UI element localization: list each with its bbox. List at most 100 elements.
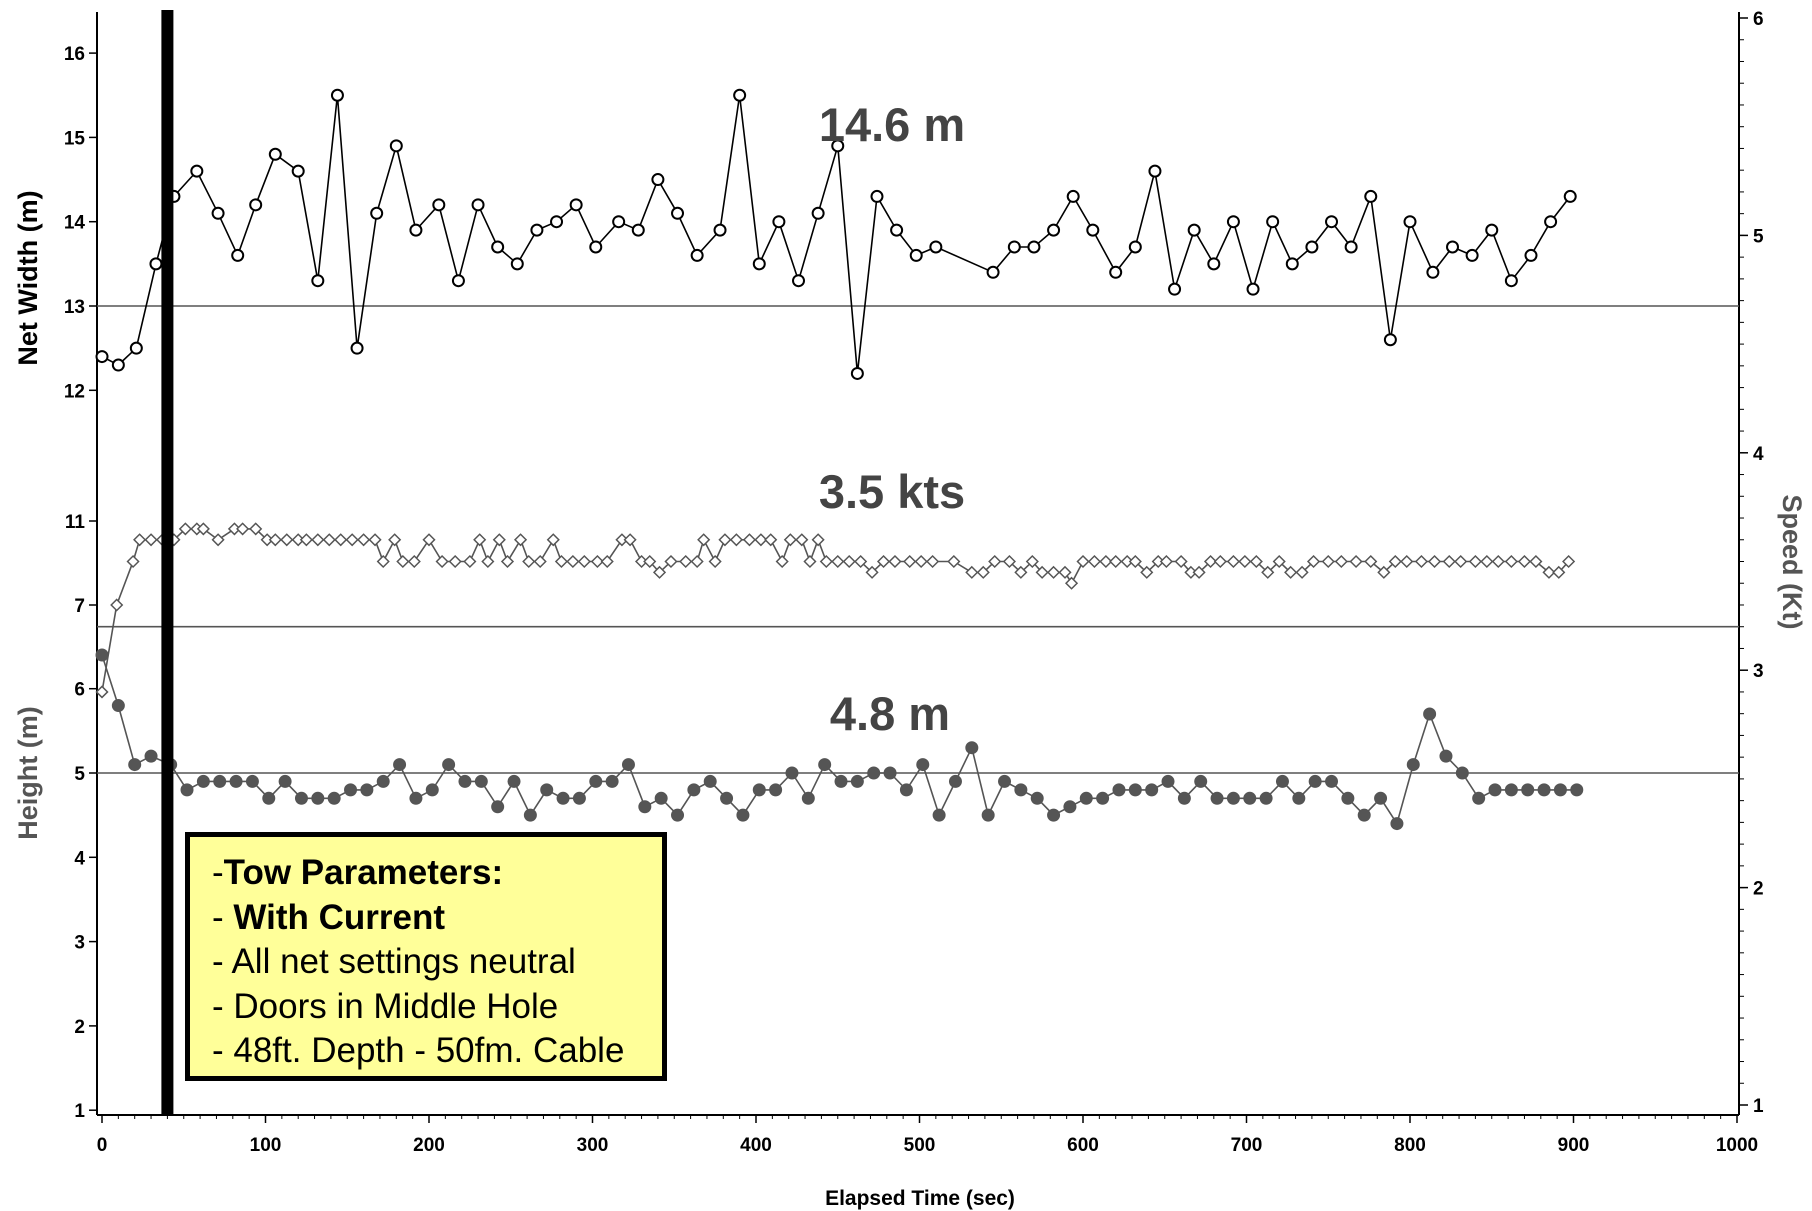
net_width-point [409,223,423,237]
speed-point [1087,554,1102,569]
speed-tick-label: 3 [1753,661,1764,682]
speed-point [1480,554,1494,569]
speed-point [110,598,124,612]
speed-point [334,533,348,547]
speed-point [1491,554,1505,569]
height-tick-label: 5 [74,764,85,785]
net_width-point [432,198,446,212]
height-point [1030,791,1044,805]
net_width-point [1544,215,1558,229]
net_width-point [451,274,465,288]
vertical-marker-bar [161,10,174,1115]
height-point [1553,783,1567,797]
x-tick-label: 700 [1231,1135,1263,1156]
speed-point [1064,576,1079,590]
speed-point [1174,554,1188,569]
x-tick-label: 600 [1067,1135,1099,1156]
net_width-point [1086,223,1100,237]
net_width-point [831,139,845,153]
net-width-tick-label: 12 [64,381,85,402]
net_width-point [690,248,704,262]
speed-point [819,554,833,569]
height-point [1439,749,1453,763]
speed-point [1529,554,1543,569]
net_width-point [1285,257,1299,271]
height-point [801,791,815,805]
net_width-point [231,248,245,262]
speed-point [211,533,225,547]
net_width-point [211,206,225,220]
info-line-1: -Tow Parameters: [212,851,662,896]
height-point [1047,808,1061,822]
net_width-point [1168,282,1182,296]
x-tick-label: 0 [97,1135,108,1156]
net-width-tick-label: 14 [64,213,86,234]
height-point [785,766,799,780]
net_width-point [1403,215,1417,229]
height-point [998,774,1012,788]
speed-point [1414,554,1429,569]
height-point [245,774,259,788]
speed-point [1249,554,1263,569]
height-point [572,791,586,805]
info-line-2-prefix: - [212,897,234,937]
speed-point [1058,565,1072,579]
speed-point [133,533,147,547]
height-point [128,758,142,772]
speed-point [1128,554,1142,569]
speed-point [1203,554,1218,569]
net_width-point [1246,282,1260,296]
speed-tick-label: 1 [1753,1096,1764,1117]
height-point [360,783,374,797]
speed-point [1213,554,1227,569]
net_width-point [1305,240,1319,254]
net_width-point [890,223,904,237]
speed-point [914,554,928,569]
net-width-tick-label: 16 [64,44,85,65]
speed-point [1504,554,1518,569]
height-point [229,774,243,788]
net_width-point [149,257,163,271]
net_width-point [772,215,786,229]
net_width-point [1207,257,1221,271]
height-point [278,774,292,788]
speed-point [533,554,547,569]
speed-point [473,533,487,547]
speed-point [1047,565,1061,579]
speed-point [1238,554,1252,569]
speed-point [590,554,604,569]
net_width-point [752,257,766,271]
height-point [1210,791,1224,805]
info-line-2-bold: With Current [233,897,445,937]
height-point [294,791,308,805]
height-point [1406,758,1420,772]
speed-point [448,554,462,569]
speed-tick-label: 4 [1753,444,1764,465]
speed-tick-label: 2 [1753,879,1764,900]
speed-point [764,533,778,547]
speed-point [376,554,390,569]
speed-point [1272,554,1286,569]
speed-point [1349,554,1363,569]
height-point [687,783,701,797]
height-point [1194,774,1208,788]
speed-point [311,533,325,547]
speed-point [947,554,961,569]
speed-point [1014,565,1028,579]
height-point [311,791,325,805]
speed-point [1552,565,1566,579]
info-line-4: - Doors in Middle Hole [212,986,559,1026]
x-tick-label: 1000 [1716,1135,1758,1156]
net_width-point [1426,265,1440,279]
height-point [327,791,341,805]
speed-point [196,522,210,536]
speed-point [783,533,797,547]
height-point [1128,783,1142,797]
net_width-point [291,164,305,178]
speed-point [1284,565,1298,579]
net_width-point [1066,189,1080,203]
speed-point [876,554,891,569]
net_width-point [190,164,204,178]
info-line-1-prefix: - [212,853,224,892]
height-point [1374,791,1388,805]
